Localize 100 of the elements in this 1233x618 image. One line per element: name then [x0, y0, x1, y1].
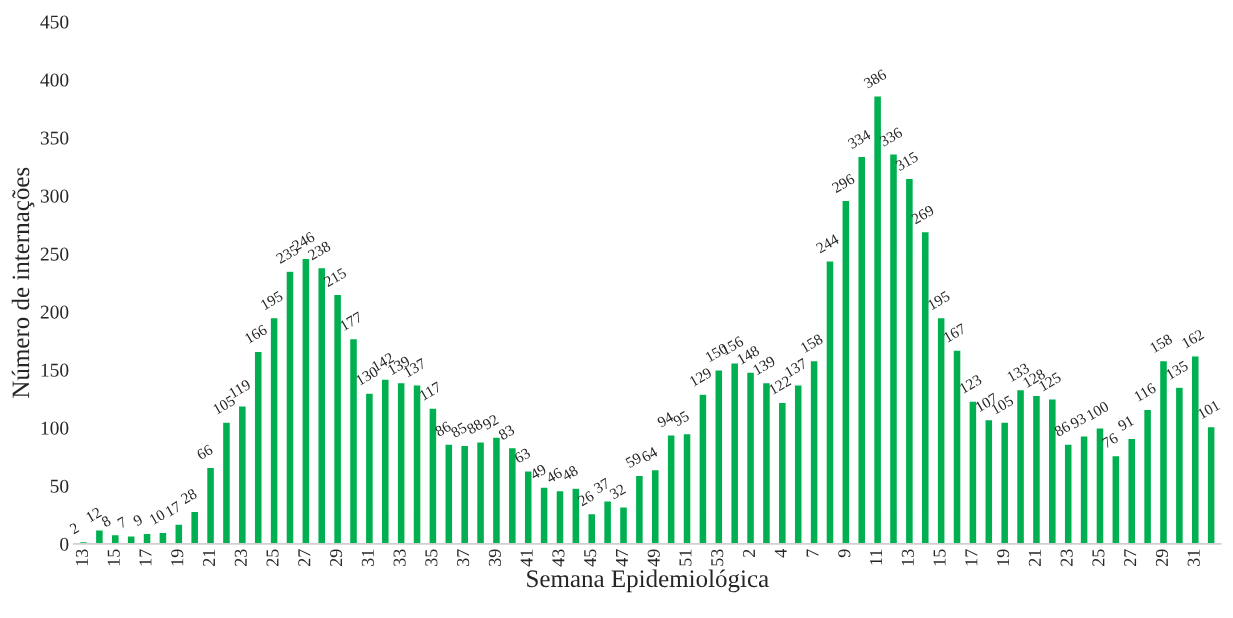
x-tick-label: 17: [139, 549, 152, 566]
data-label: 46: [545, 467, 563, 484]
data-label: 122: [768, 375, 792, 395]
data-label: 88: [466, 418, 484, 435]
y-axis-title: Número de internações: [11, 167, 35, 398]
data-label: 129: [689, 367, 713, 387]
x-tick-label: 53: [711, 549, 724, 566]
x-tick-label: 13: [75, 549, 89, 566]
x-tick-label: 39: [488, 549, 501, 566]
x-tick-label: 47: [615, 549, 628, 567]
bar: [1127, 437, 1137, 544]
bar: [396, 381, 406, 544]
x-tick-label: 25: [266, 549, 279, 566]
data-label: 2: [69, 522, 80, 535]
bar: [555, 489, 565, 544]
bar: [460, 444, 470, 544]
data-label: 158: [800, 333, 824, 353]
bar: [142, 532, 152, 544]
data-label: 48: [561, 465, 579, 482]
data-label: 386: [863, 68, 888, 89]
bar: [285, 270, 295, 544]
bar: [475, 441, 486, 544]
x-tick-label: 25: [1092, 549, 1105, 566]
bar: [730, 362, 740, 544]
y-tick-label: 400: [40, 73, 69, 87]
data-label: 123: [959, 374, 983, 394]
data-label: 12: [85, 506, 102, 523]
bar: [364, 392, 375, 544]
data-label: 100: [1086, 400, 1110, 421]
bar: [1174, 386, 1185, 544]
x-tick-label: 15: [933, 549, 946, 566]
x-tick-label: 4: [774, 548, 787, 558]
data-label: 49: [529, 463, 547, 480]
bar: [269, 316, 279, 544]
data-label: 28: [180, 488, 198, 505]
bar: [666, 434, 676, 544]
data-label: 195: [260, 290, 284, 311]
y-tick-label: 450: [40, 15, 69, 29]
y-tick-label: 0: [60, 537, 69, 551]
x-tick-label: 11: [870, 549, 882, 565]
bar: [841, 199, 851, 544]
x-tick-label: 49: [647, 549, 660, 567]
x-tick-label: 21: [1028, 549, 1041, 566]
bar: [682, 432, 692, 544]
data-label: 177: [339, 311, 364, 331]
x-tick-label: 2: [742, 549, 755, 557]
bar: [444, 443, 454, 544]
y-tick-label: 200: [40, 305, 69, 319]
y-tick-label: 250: [40, 247, 69, 261]
bar: [698, 393, 708, 544]
data-label: 315: [894, 151, 919, 172]
data-label: 215: [323, 267, 348, 288]
bar: [809, 359, 819, 544]
data-label: 95: [672, 410, 690, 427]
x-tick-label: 9: [838, 549, 851, 558]
data-label: 17: [164, 500, 182, 517]
bar: [634, 474, 645, 544]
x-tick-label: 27: [298, 549, 311, 566]
bar: [539, 486, 549, 544]
bar: [1111, 454, 1121, 544]
bar: [936, 316, 946, 544]
bar: [857, 155, 867, 544]
data-label: 269: [910, 204, 935, 225]
x-tick-label: 23: [234, 549, 247, 566]
bar: [1015, 388, 1026, 544]
x-tick-label: 31: [1187, 549, 1200, 566]
bar: [412, 384, 422, 544]
data-label: 64: [640, 446, 659, 463]
bar: [920, 230, 930, 544]
bar: [1063, 443, 1073, 544]
bar: [952, 349, 962, 544]
bar: [221, 421, 232, 544]
data-label: 167: [943, 323, 967, 343]
bar: [1142, 408, 1153, 544]
x-tick-label: 17: [965, 549, 978, 566]
data-label: 91: [1117, 415, 1135, 432]
bar: [984, 418, 994, 544]
bar: [1190, 355, 1200, 544]
x-tick-label: 29: [1155, 549, 1169, 566]
data-label: 158: [1149, 333, 1173, 353]
x-tick-label: 27: [1124, 549, 1137, 566]
x-tick-label: 35: [425, 549, 438, 566]
y-tick-label: 100: [41, 421, 69, 435]
x-tick-label: 19: [171, 549, 184, 566]
x-tick-label: 37: [457, 549, 470, 566]
data-label: 93: [1069, 412, 1087, 429]
data-label: 119: [228, 379, 252, 399]
y-tick-label: 50: [50, 479, 69, 493]
data-label: 166: [244, 324, 268, 344]
bar: [1031, 394, 1042, 544]
x-tick-label: 7: [806, 549, 819, 557]
bar: [523, 470, 533, 544]
data-label: 244: [815, 233, 840, 254]
x-tick-label: 33: [393, 549, 406, 566]
y-tick-label: 150: [41, 363, 69, 377]
bar: [793, 384, 803, 544]
x-tick-label: 13: [901, 549, 914, 566]
data-label: 296: [831, 173, 856, 194]
x-tick-label: 31: [361, 549, 374, 566]
bar: [587, 512, 597, 544]
